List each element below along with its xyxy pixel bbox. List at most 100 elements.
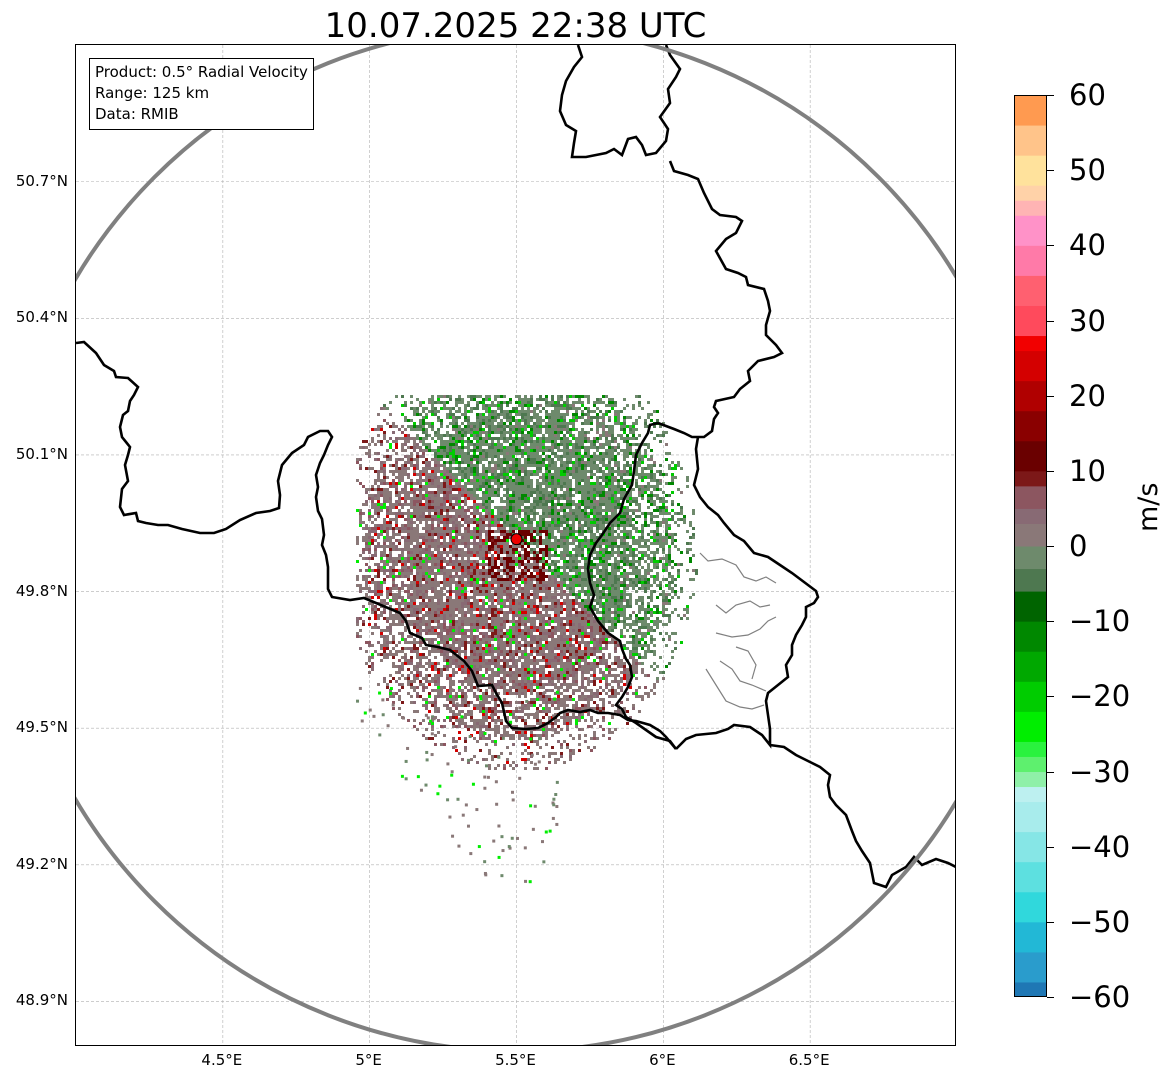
velocity-echo-cell (491, 404, 494, 407)
velocity-echo-cell (461, 485, 464, 488)
velocity-echo-cell (566, 560, 569, 563)
velocity-echo-cell (665, 536, 668, 539)
velocity-echo-cell (440, 569, 443, 572)
velocity-echo-cell (407, 545, 410, 548)
velocity-echo-cell (455, 545, 458, 548)
velocity-echo-cell (473, 584, 476, 587)
velocity-echo-cell (362, 551, 365, 554)
velocity-echo-cell (452, 515, 455, 518)
velocity-echo-cell (533, 518, 536, 521)
velocity-echo-cell (440, 491, 443, 494)
velocity-echo-cell (410, 437, 413, 440)
velocity-echo-cell (488, 434, 491, 437)
velocity-echo-cell (449, 572, 452, 575)
velocity-echo-cell (671, 500, 674, 503)
velocity-echo-cell (563, 485, 566, 488)
velocity-echo-cell (524, 557, 527, 560)
velocity-echo-cell (422, 473, 425, 476)
velocity-echo-cell (608, 458, 611, 461)
velocity-echo-cell (515, 473, 518, 476)
velocity-echo-cell (371, 494, 374, 497)
velocity-echo-cell (587, 410, 590, 413)
velocity-echo-cell (404, 536, 407, 539)
velocity-echo-cell (695, 569, 698, 572)
velocity-echo-cell (602, 572, 605, 575)
velocity-echo-cell (515, 551, 518, 554)
velocity-echo-cell (491, 488, 494, 491)
velocity-echo-cell (551, 425, 554, 428)
velocity-echo-cell (464, 587, 467, 590)
velocity-echo-cell (533, 548, 536, 551)
velocity-echo-cell (653, 479, 656, 482)
velocity-echo-cell (458, 446, 461, 449)
velocity-echo-cell (521, 491, 524, 494)
velocity-echo-cell (596, 530, 599, 533)
velocity-echo-cell (500, 470, 503, 473)
velocity-echo-cell (527, 593, 530, 596)
velocity-echo-cell (419, 482, 422, 485)
velocity-echo-cell (566, 572, 569, 575)
velocity-echo-cell (596, 425, 599, 428)
velocity-echo-cell (671, 536, 674, 539)
velocity-echo-cell (602, 455, 605, 458)
velocity-echo-cell (608, 488, 611, 491)
velocity-echo-cell (665, 521, 668, 524)
velocity-echo-cell (599, 518, 602, 521)
velocity-echo-cell (419, 542, 422, 545)
radar-map[interactable]: Product: 0.5° Radial Velocity Range: 125… (75, 44, 956, 1046)
velocity-echo-cell (479, 497, 482, 500)
velocity-echo-cell (623, 542, 626, 545)
velocity-echo-cell (407, 473, 410, 476)
velocity-echo-cell (614, 419, 617, 422)
velocity-echo-cell (602, 503, 605, 506)
velocity-echo-cell (578, 560, 581, 563)
velocity-echo-cell (620, 425, 623, 428)
velocity-echo-cell (578, 431, 581, 434)
velocity-echo-cell (527, 524, 530, 527)
velocity-echo-cell (455, 518, 458, 521)
velocity-echo-cell (629, 524, 632, 527)
velocity-echo-cell (605, 509, 608, 512)
velocity-echo-cell (542, 434, 545, 437)
velocity-echo-cell (656, 542, 659, 545)
velocity-echo-cell (572, 578, 575, 581)
velocity-echo-cell (533, 500, 536, 503)
velocity-echo-cell (530, 488, 533, 491)
velocity-echo-cell (374, 512, 377, 515)
velocity-echo-cell (443, 572, 446, 575)
velocity-echo-cell (644, 575, 647, 578)
velocity-echo-cell (596, 500, 599, 503)
velocity-echo-cell (521, 401, 524, 404)
velocity-echo-cell (554, 563, 557, 566)
velocity-echo-cell (443, 434, 446, 437)
velocity-echo-cell (377, 500, 380, 503)
velocity-echo-cell (578, 524, 581, 527)
velocity-echo-cell (422, 584, 425, 587)
velocity-echo-cell (407, 584, 410, 587)
velocity-echo-cell (614, 479, 617, 482)
velocity-echo-cell (602, 590, 605, 593)
velocity-echo-cell (428, 545, 431, 548)
velocity-echo-cell (557, 521, 560, 524)
velocity-echo-cell (533, 407, 536, 410)
velocity-echo-cell (512, 581, 515, 584)
velocity-echo-cell (398, 560, 401, 563)
velocity-echo-cell (509, 401, 512, 404)
velocity-echo-cell (611, 575, 614, 578)
velocity-echo-cell (440, 470, 443, 473)
velocity-echo-cell (515, 449, 518, 452)
velocity-echo-cell (461, 398, 464, 401)
velocity-echo-cell (425, 494, 428, 497)
velocity-echo-cell (599, 563, 602, 566)
velocity-echo-cell (428, 434, 431, 437)
velocity-echo-cell (656, 506, 659, 509)
velocity-echo-cell (638, 434, 641, 437)
velocity-echo-cell (602, 539, 605, 542)
velocity-echo-cell (461, 584, 464, 587)
velocity-echo-cell (485, 431, 488, 434)
velocity-echo-cell (497, 518, 500, 521)
velocity-echo-cell (647, 497, 650, 500)
velocity-echo-cell (383, 569, 386, 572)
velocity-echo-cell (530, 551, 533, 554)
velocity-echo-cell (440, 407, 443, 410)
